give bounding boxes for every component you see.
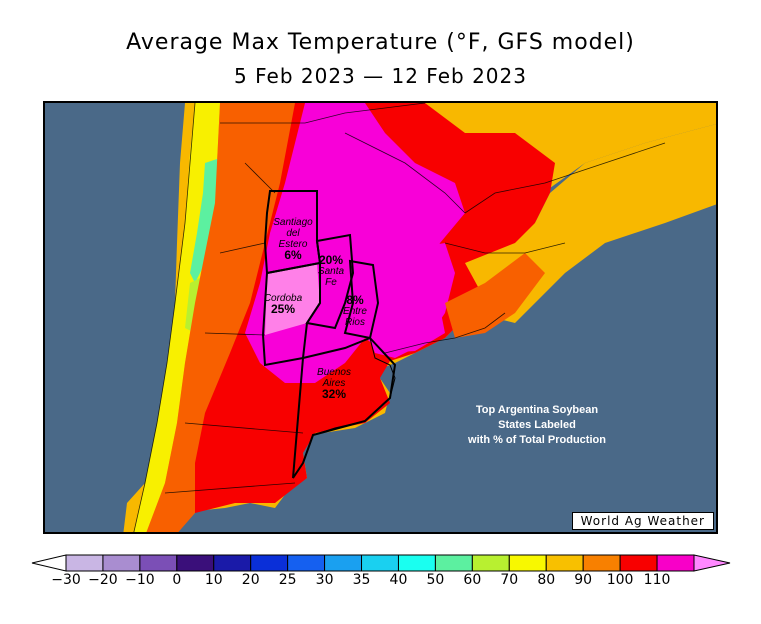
border-brazil-2 — [444, 242, 566, 254]
state-label-santiago: Santiago del Estero 6% — [267, 217, 319, 261]
legend-swatch — [434, 554, 473, 572]
legend-tick-label: −10 — [125, 572, 155, 588]
legend-swatch — [139, 554, 178, 572]
legend-swatch — [213, 554, 252, 572]
legend-swatch — [361, 554, 399, 572]
temperature-map: Santiago del Estero 6% 20% Santa Fe Cord… — [43, 101, 718, 534]
border-brazil — [464, 142, 666, 214]
orange-mid — [445, 253, 545, 338]
coast-ba — [292, 337, 396, 479]
legend-swatch — [619, 554, 658, 572]
legend-swatch — [176, 554, 215, 572]
legend-tick-label: 35 — [352, 572, 371, 588]
state-pct-entrerios: 8% — [346, 293, 364, 307]
legend-swatch — [545, 554, 584, 572]
border-prov-5 — [244, 162, 276, 194]
orange-zone — [146, 103, 305, 532]
legend-labels: −30 −20 −10 0 10 20 25 30 35 40 50 60 70 80 90 100 110 — [30, 572, 730, 592]
legend-swatch — [250, 554, 289, 572]
legend-tick-label: 90 — [574, 572, 593, 588]
map-graphic — [45, 103, 716, 532]
map-date-range: 5 Feb 2023 — 12 Feb 2023 — [234, 64, 527, 88]
brand-label: World Ag Weather — [571, 512, 714, 530]
legend-tick-label: −20 — [88, 572, 118, 588]
legend-tick-label: 25 — [278, 572, 297, 588]
state-pct-santafe: 20% — [318, 253, 344, 267]
legend-swatch — [471, 554, 510, 572]
border-bolivia — [220, 103, 426, 124]
border-prov-3 — [184, 422, 304, 434]
legend-tick-label: 20 — [241, 572, 260, 588]
state-pct-buenosaires: 32% — [321, 387, 347, 401]
legend-tick-label: −30 — [51, 572, 81, 588]
legend-tick-label: 100 — [606, 572, 634, 588]
map-title: Average Max Temperature (°F, GFS model) — [126, 30, 635, 55]
magenta-zone-2 — [365, 243, 455, 358]
legend-tick-label: 60 — [463, 572, 482, 588]
legend-swatch — [656, 554, 695, 572]
border-prov-4 — [164, 482, 296, 494]
legend-tick-label: 10 — [204, 572, 223, 588]
legend-tick-label: 0 — [172, 572, 182, 588]
border-paraguay — [344, 132, 466, 214]
legend-swatch — [102, 554, 141, 572]
legend-swatch — [324, 554, 363, 572]
legend-tick-label: 80 — [537, 572, 556, 588]
border-prov-1 — [219, 242, 266, 254]
border-chile — [133, 103, 196, 532]
legend-under-arrow — [31, 554, 67, 572]
andes-yellow — [133, 103, 220, 532]
border-cordoba — [261, 261, 321, 367]
cordoba-fill — [265, 263, 320, 335]
legend-tick-label: 30 — [315, 572, 334, 588]
state-label-entrerios: 8% Entre Rios — [335, 293, 375, 328]
legend-tick-label: 110 — [643, 572, 671, 588]
state-label-cordoba: Cordoba 25% — [253, 293, 313, 315]
legend-tick-label: 40 — [389, 572, 408, 588]
state-pct-santiago: 6% — [284, 248, 302, 262]
legend-swatch — [287, 554, 326, 572]
legend-swatch — [65, 554, 104, 572]
state-label-santafe: 20% Santa Fe — [311, 253, 351, 288]
border-prov-2 — [204, 332, 266, 336]
border-uruguay — [384, 312, 506, 354]
legend-over-arrow — [693, 554, 731, 572]
legend-tick-label: 70 — [500, 572, 519, 588]
state-pct-cordoba: 25% — [270, 302, 296, 316]
legend-tick-label: 50 — [426, 572, 445, 588]
legend-swatch — [397, 554, 436, 572]
legend-swatch — [582, 554, 621, 572]
color-legend — [31, 554, 731, 572]
map-note: Top Argentina Soybean States Labeled wit… — [468, 404, 606, 446]
legend-swatch — [508, 554, 547, 572]
state-label-buenosaires: Buenos Aires 32% — [309, 367, 359, 400]
